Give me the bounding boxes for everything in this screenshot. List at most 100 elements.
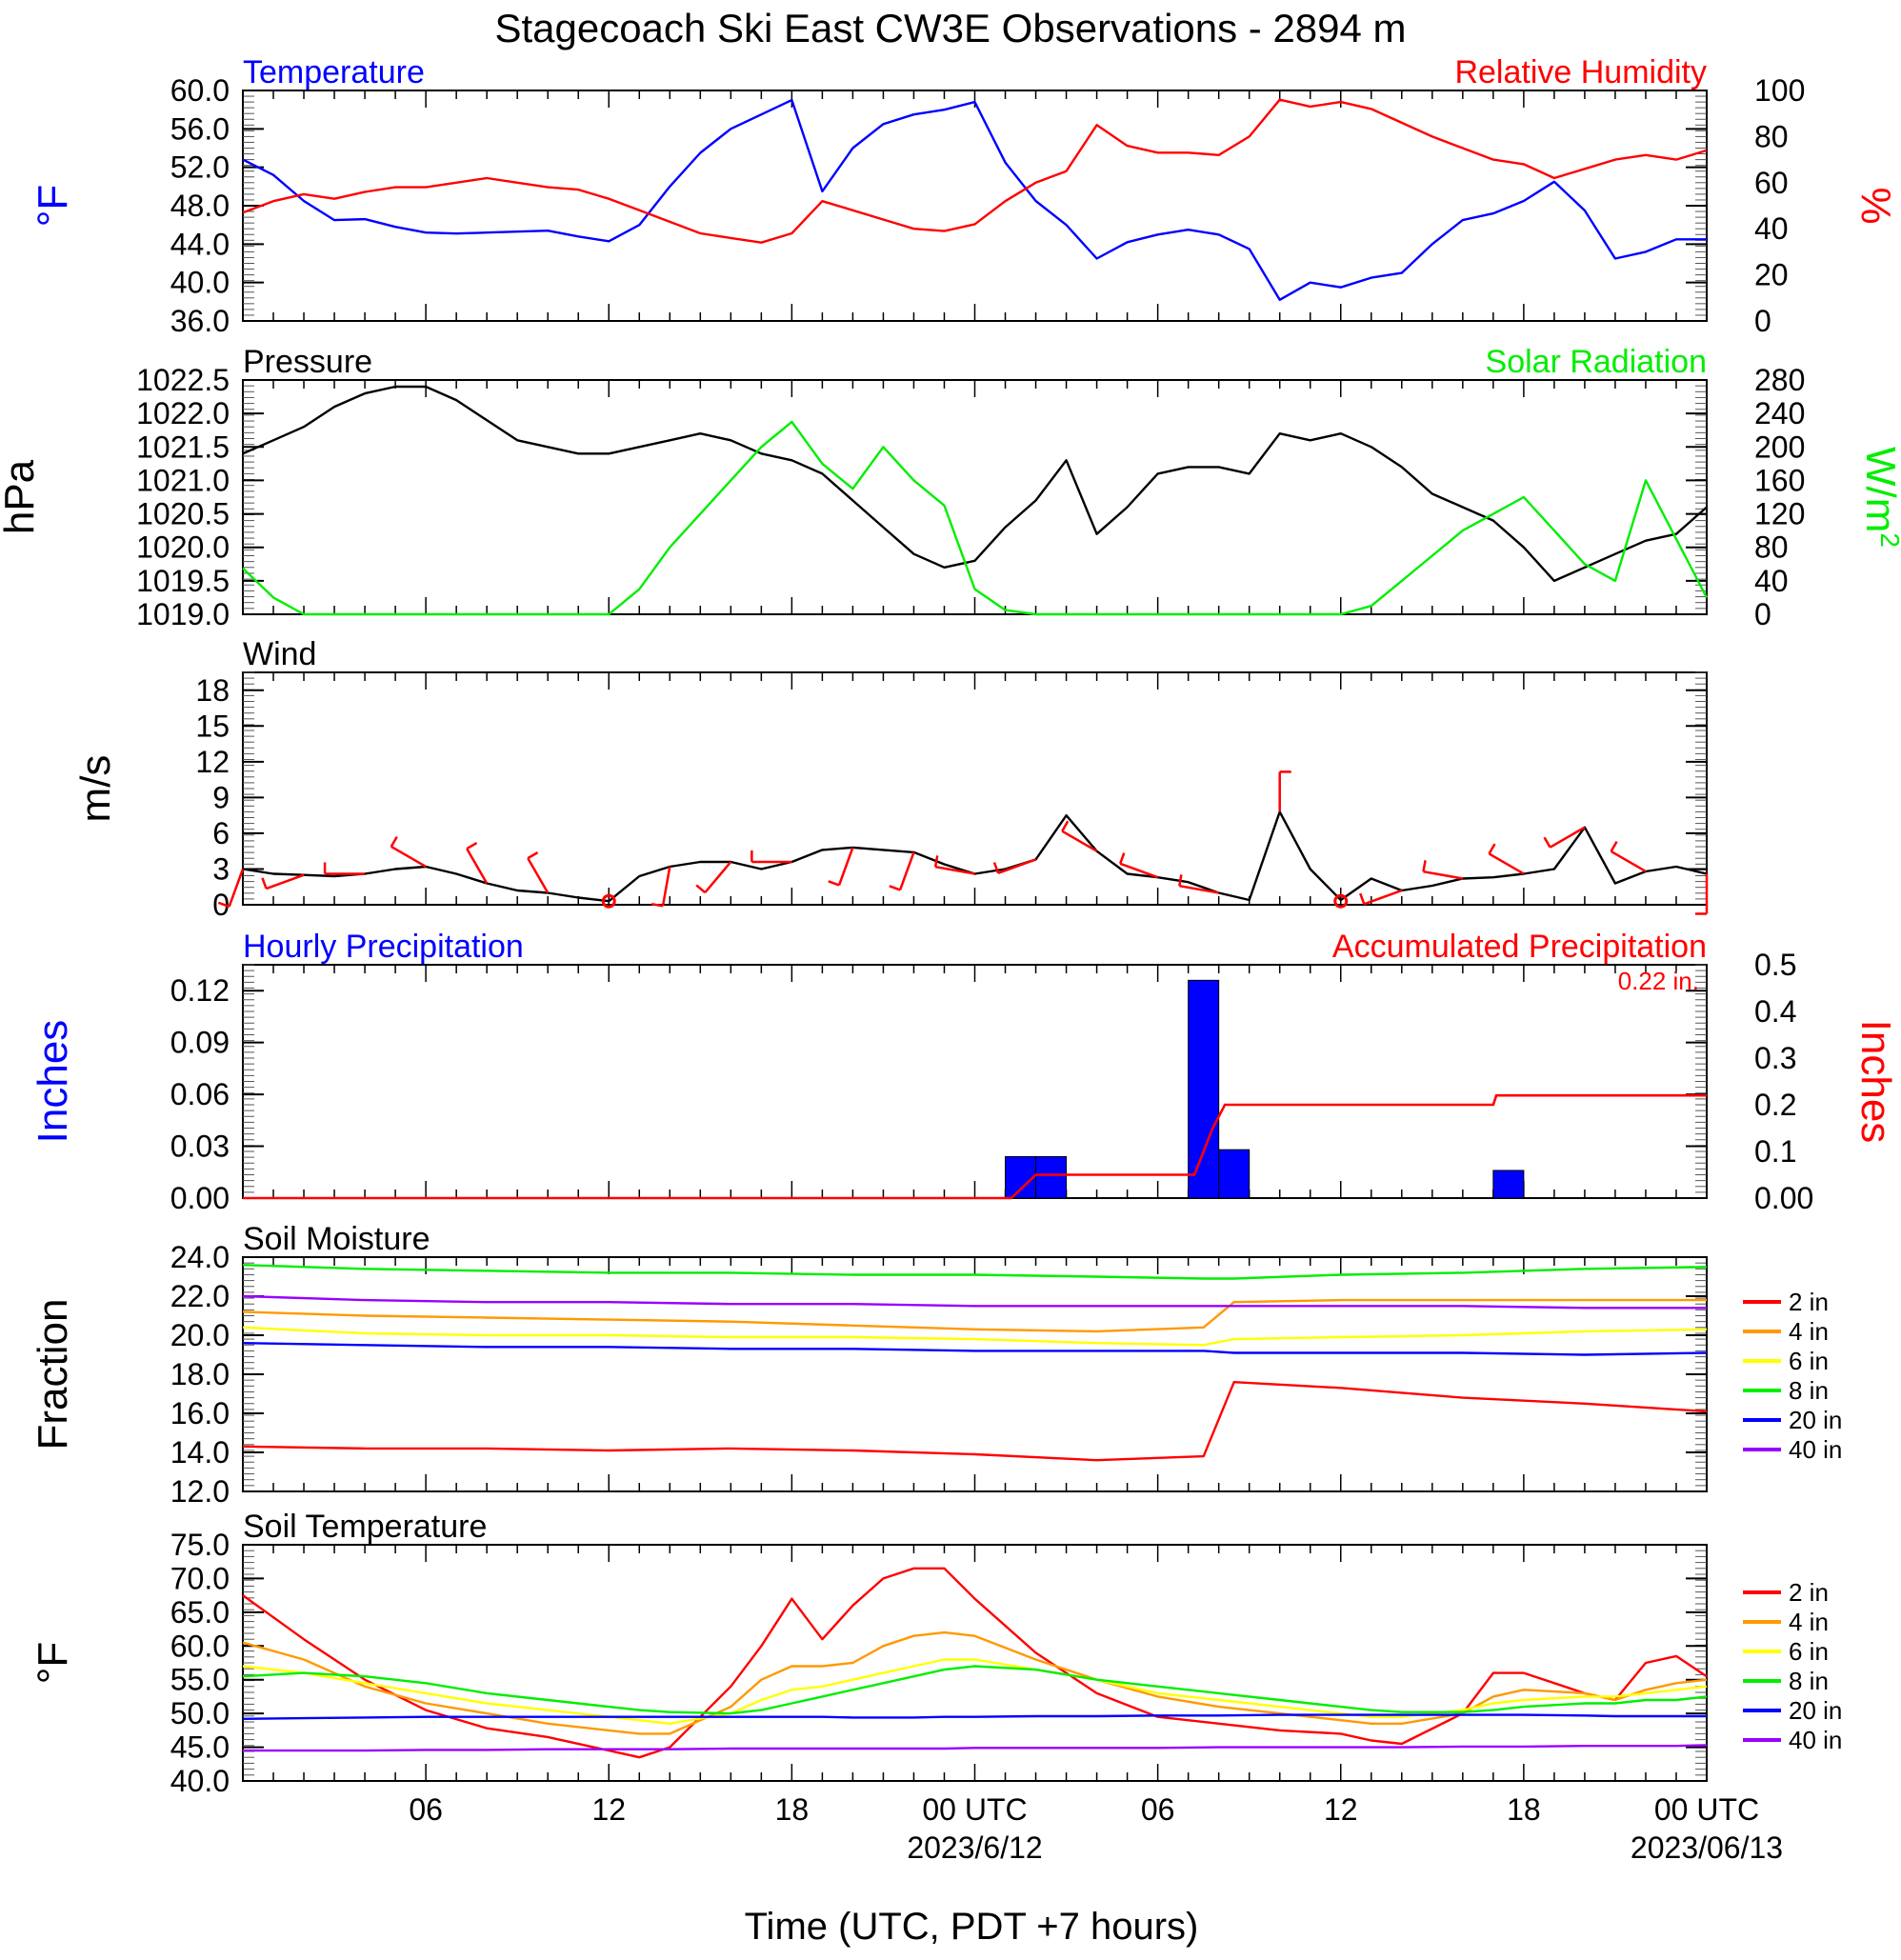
y-tick-label-right: 0.5 (1754, 948, 1796, 982)
panel-title-left: Soil Temperature (243, 1509, 487, 1545)
legend-label: 6 in (1789, 1347, 1829, 1375)
series-line-20-in (242, 1713, 1707, 1720)
y-tick-label-right: 120 (1754, 497, 1805, 531)
wind-barb-feather (828, 880, 840, 887)
y-tick-label-left: 65.0 (170, 1595, 230, 1630)
legend-label: 6 in (1789, 1637, 1829, 1666)
wind-barb-feather (1118, 852, 1126, 865)
wind-barb-feather (1543, 836, 1551, 849)
panel-frame (242, 964, 1708, 1199)
wind-barb-feather (1359, 892, 1366, 905)
y-axis-label-left: Inches (30, 1020, 76, 1144)
wind-barb-feather (466, 842, 478, 850)
wind-barb (1610, 850, 1647, 873)
panel-frame (242, 90, 1708, 322)
y-tick-label-left: 45.0 (170, 1730, 230, 1765)
y-tick-label-right: 60 (1754, 166, 1789, 200)
y-tick-label-left: 18.0 (170, 1357, 230, 1391)
y-axis-label-left: °F (30, 185, 76, 227)
wind-barb (466, 848, 489, 885)
series-line-pressure (242, 385, 1708, 583)
wind-barb-feather (992, 862, 1000, 874)
y-tick-label-left: 12.0 (170, 1474, 230, 1509)
wind-barb (661, 866, 671, 907)
y-tick-label-right: 0 (1754, 304, 1771, 338)
wind-barb (997, 858, 1036, 874)
y-tick-label-left: 40.0 (170, 1764, 230, 1798)
series-line-6-in (242, 1326, 1708, 1347)
y-tick-label-left: 44.0 (170, 227, 230, 261)
y-tick-label-left: 70.0 (170, 1561, 230, 1595)
legend-label: 2 in (1789, 1288, 1829, 1316)
wind-barb (837, 847, 854, 886)
y-axis-label-left: °F (30, 1642, 76, 1684)
panel-title-left: Wind (243, 636, 316, 672)
y-axis-label-left: m/s (72, 755, 119, 823)
y-tick-label-left: 1021.5 (136, 430, 230, 464)
y-tick-label-left: 24.0 (170, 1240, 230, 1274)
wind-barb-feather (527, 851, 539, 860)
y-tick-label-right: 40 (1754, 211, 1789, 246)
panel-precipitation: 0.12 0.09 0.06 0.03 0.00 0.5 0.4 0.3 0.2 0.1 0.00 H… (30, 929, 1899, 1215)
y-tick-label-left: 6 (212, 816, 230, 850)
y-tick-label-right: 200 (1754, 430, 1805, 464)
y-tick-label-left: 56.0 (170, 111, 230, 146)
series-line-40-in (242, 1294, 1707, 1310)
y-tick-label-left: 9 (212, 780, 230, 814)
x-tick-label: 18 (1507, 1792, 1541, 1827)
y-tick-label-left: 48.0 (170, 189, 230, 223)
series-line-8-in (242, 1264, 1708, 1280)
y-tick-label-right: 0.1 (1754, 1134, 1796, 1169)
unit-superscript: 2 (1876, 532, 1901, 548)
panel-frame (242, 671, 1708, 906)
wind-barb-feather (695, 884, 707, 894)
y-tick-label-left: 1022.0 (136, 396, 230, 430)
y-tick-label-left: 1019.5 (136, 564, 230, 598)
wind-barb-feather (217, 901, 230, 909)
panel-frame (242, 1256, 1708, 1492)
accumulated-precip-line (243, 1093, 1707, 1200)
panel-title-right: Accumulated Precipitation (1332, 929, 1707, 965)
y-tick-label-left: 14.0 (170, 1435, 230, 1470)
y-tick-label-left: 15 (195, 709, 230, 743)
wind-barb (228, 869, 245, 908)
wind-barb (527, 857, 550, 894)
y-axis-label-right: Inches (1852, 1020, 1899, 1144)
chart-title: Stagecoach Ski East CW3E Observations - … (494, 6, 1406, 50)
legend-label: 20 in (1789, 1406, 1842, 1434)
wind-barb (1423, 870, 1464, 880)
y-tick-label-left: 0.03 (170, 1130, 230, 1164)
x-date-label: 2023/6/12 (907, 1830, 1042, 1865)
y-tick-label-left: 0.00 (170, 1181, 230, 1215)
y-tick-label-left: 3 (212, 851, 230, 886)
y-tick-label-left: 75.0 (170, 1528, 230, 1562)
panel-title-left: Soil Moisture (243, 1221, 430, 1257)
wind-barb-feather (261, 877, 268, 890)
precip-bar (1035, 1155, 1068, 1199)
panel-frame (242, 379, 1708, 615)
y-tick-label-right: 160 (1754, 463, 1805, 497)
y-tick-label-left: 22.0 (170, 1279, 230, 1313)
series-line-relative-humidity (242, 98, 1708, 244)
panel-title-left: Temperature (243, 54, 425, 90)
series-line-4-in (242, 1298, 1707, 1333)
legend-label: 40 in (1789, 1726, 1842, 1754)
y-tick-label-right: 280 (1754, 363, 1805, 397)
y-tick-label-right: 20 (1754, 258, 1789, 292)
legend-label: 4 in (1789, 1317, 1829, 1346)
series-line-2-in (242, 1381, 1708, 1462)
wind-barb-feather (889, 885, 901, 891)
panel-pressure-solar: 1022.51022.01021.51021.01020.51020.01019… (0, 344, 1901, 631)
panel-temperature-rh: 60.056.0 52.0 48.0 44.0 40.0 36.0 100 80 60 40 20 0… (30, 54, 1899, 338)
series-line-40-in (243, 1744, 1708, 1752)
y-tick-label-right: 100 (1754, 73, 1805, 108)
y-tick-label-left: 12 (195, 745, 230, 779)
panel-soil-moisture: 24.0 22.0 20.0 18.0 16.0 14.0 12.0 Soil Moistur… (30, 1221, 1842, 1509)
y-tick-label-left: 1019.0 (136, 597, 230, 631)
wind-barb (934, 865, 975, 875)
y-axis-label-right: W/m2 (1857, 447, 1901, 548)
wind-barb-feather (1061, 820, 1070, 832)
x-tick-label: 00 UTC (922, 1792, 1027, 1827)
